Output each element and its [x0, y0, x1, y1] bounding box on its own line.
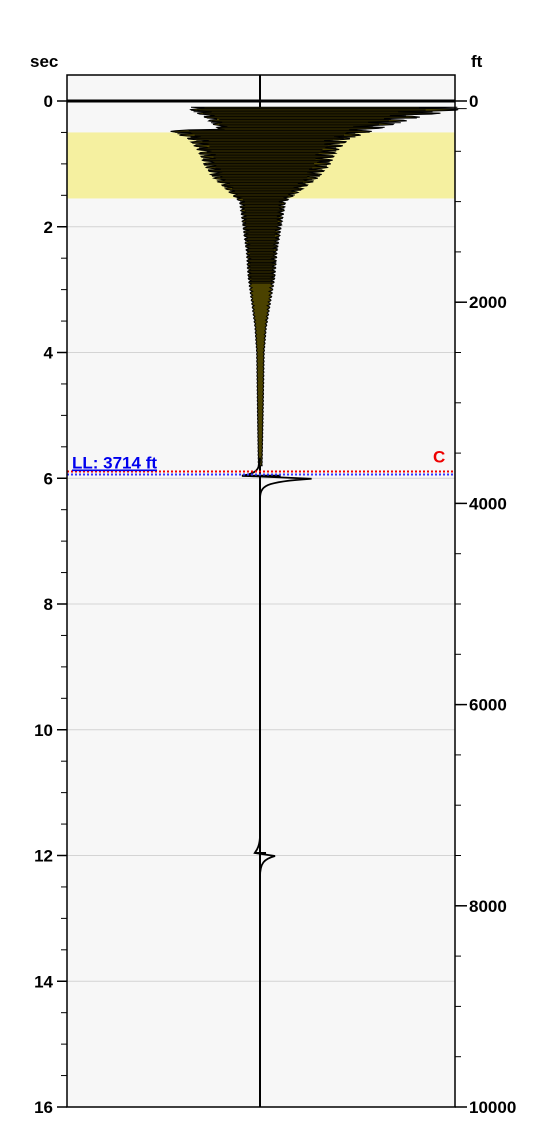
- left-tick-label: 16: [34, 1098, 53, 1117]
- marker-right-label: C: [433, 447, 445, 466]
- left-tick-label: 2: [44, 218, 53, 237]
- left-axis-title: sec: [30, 52, 58, 71]
- plot-frame: [66, 74, 456, 1108]
- right-tick-label: 4000: [469, 494, 507, 513]
- plot-area: LL: 3714 ft C: [66, 74, 467, 1108]
- left-axis: sec 0 2 4 6 8 10 12 14 16: [30, 52, 67, 1117]
- marker-line-group: LL: 3714 ft C: [67, 447, 455, 476]
- right-tick-label: 6000: [469, 696, 507, 715]
- right-tick-label: 0: [469, 92, 478, 111]
- right-tick-label: 2000: [469, 293, 507, 312]
- left-tick-label: 14: [34, 972, 53, 991]
- right-tick-label: 10000: [469, 1098, 516, 1117]
- left-tick-label: 4: [44, 344, 54, 363]
- trace-series: [170, 106, 467, 1107]
- right-axis: ft 0 2000 4000 6000 8000 10000: [455, 52, 516, 1117]
- right-axis-title: ft: [471, 52, 483, 71]
- left-tick-label: 0: [44, 92, 53, 111]
- left-tick-label: 12: [34, 847, 53, 866]
- marker-label: LL: 3714 ft: [72, 453, 157, 472]
- trace-event: [241, 457, 312, 500]
- left-tick-label: 10: [34, 721, 53, 740]
- right-tick-label: 8000: [469, 897, 507, 916]
- trace-event: [253, 834, 276, 877]
- left-tick-label: 8: [44, 595, 53, 614]
- left-tick-label: 6: [44, 469, 53, 488]
